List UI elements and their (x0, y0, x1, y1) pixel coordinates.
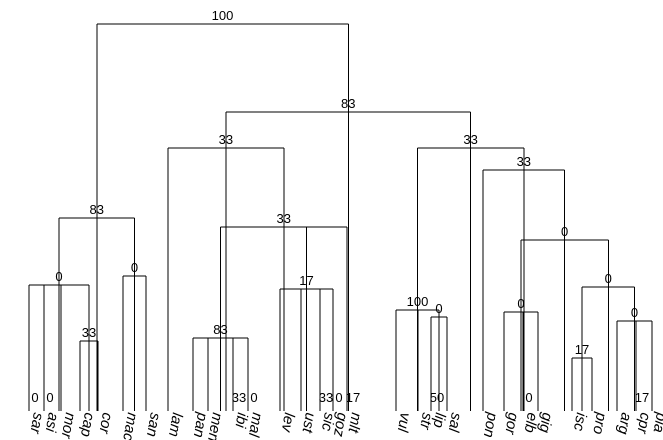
leaf-label: lip (429, 411, 448, 429)
leaf-label: men (204, 411, 226, 440)
leaf-label: elb (521, 411, 541, 434)
node-support-value: 33 (219, 132, 233, 147)
leaf-label: vul (394, 411, 414, 433)
leaf-label: cpr (633, 411, 654, 435)
node-support-value: 0 (631, 305, 638, 320)
leaf-label: mac (119, 411, 141, 440)
leaf-label: ust (298, 411, 318, 434)
leaf-label: lam (165, 411, 186, 438)
leaf-label: str (416, 411, 436, 431)
leaf-label: isc (570, 411, 590, 432)
leaf-label: san (143, 411, 164, 438)
leaf-label: asi (42, 411, 62, 433)
leaf-support-value: 17 (346, 390, 360, 405)
node-support-value: 83 (341, 96, 355, 111)
node-support-value: 0 (55, 269, 62, 284)
leaf-label: sic (318, 411, 338, 432)
node-support-value: 100 (212, 8, 234, 23)
leaf-label: mal (245, 411, 266, 438)
leaf-label: gor (501, 411, 522, 436)
node-support-value: 0 (561, 224, 568, 239)
node-support-value: 33 (277, 211, 291, 226)
leaf-label: cor (95, 411, 116, 435)
leaf-label: mlt (344, 411, 364, 434)
leaf-support-value: 0 (335, 390, 342, 405)
leaf-support-value: 33 (232, 390, 246, 405)
leaf-label: cap (77, 411, 98, 438)
node-support-value: 0 (131, 260, 138, 275)
leaf-support-value: 50 (430, 390, 444, 405)
node-support-value: 17 (299, 273, 313, 288)
dendrogram-branches (28, 23, 653, 411)
leaf-support-value: 0 (31, 390, 38, 405)
node-support-value: 83 (213, 322, 227, 337)
leaf-label: gig (535, 411, 555, 434)
leaf-label: sal (445, 411, 465, 433)
leaf-support-value: 0 (525, 390, 532, 405)
node-support-value: 33 (517, 154, 531, 169)
node-support-value: 0 (605, 271, 612, 286)
node-support-value: 33 (82, 325, 96, 340)
node-support-value: 0 (435, 301, 442, 316)
node-support-value: 100 (407, 294, 429, 309)
leaf-label: pon (480, 410, 501, 439)
leaf-label: ibi (231, 411, 250, 429)
leaf-support-value: 0 (46, 390, 53, 405)
leaf-support-value: 33 (319, 390, 333, 405)
leaf-label: sar (26, 411, 47, 435)
node-support-value: 83 (90, 202, 104, 217)
node-support-value: 17 (575, 342, 589, 357)
leaf-label: mor (57, 411, 78, 440)
leaf-support-value: 17 (635, 390, 649, 405)
leaf-label: goz (330, 411, 351, 438)
node-support-value: 33 (463, 132, 477, 147)
leaf-label: pan (190, 410, 211, 439)
node-support-value: 0 (517, 296, 524, 311)
leaf-label: pia (650, 410, 663, 434)
leaf-label: arg (614, 411, 635, 436)
leaf-support-value: 0 (250, 390, 257, 405)
leaf-label: pro (589, 410, 610, 435)
leaf-label: lev (277, 411, 297, 434)
